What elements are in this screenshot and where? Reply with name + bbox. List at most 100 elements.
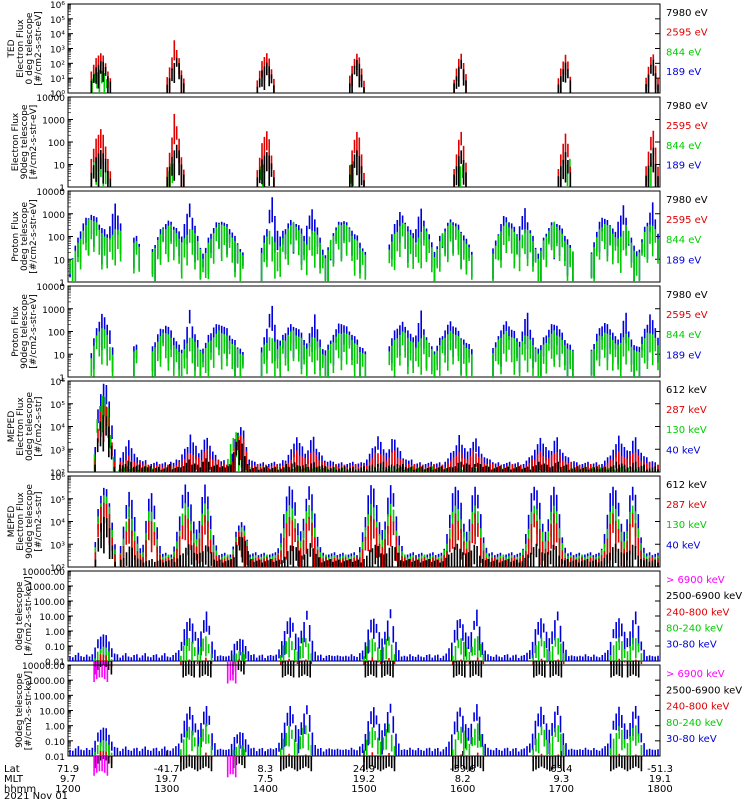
- series-80-240-kev: [94, 636, 643, 661]
- y-tick-label: 0.10: [45, 738, 65, 748]
- series-spikes: [90, 57, 659, 93]
- legend-entry: 240-800 keV: [666, 702, 730, 713]
- y-axis-label: [#/cm2-s-str-keV]: [24, 576, 34, 655]
- y-axis-label: Electron Flux: [11, 112, 21, 171]
- legend-entry: 287 keV: [666, 500, 707, 511]
- legend-entry: 40 keV: [666, 445, 700, 456]
- y-tick-label: 10000: [36, 94, 65, 104]
- y-axis-label: 0deg telescope: [25, 392, 35, 462]
- series-612-kev: [94, 415, 659, 472]
- series-spikes: [94, 415, 659, 472]
- series-612-kev: [94, 517, 659, 567]
- series-spikes: [69, 609, 659, 661]
- legend-entry: > 6900 keV: [666, 669, 725, 680]
- x-tick-lat: 71.9: [57, 764, 79, 775]
- x-tick-hhmm: 1200: [55, 784, 80, 795]
- legend-entry: 844 eV: [666, 235, 701, 246]
- y-tick-label: 100.00: [34, 692, 66, 702]
- panel-4: 1 10 100 1000 10000 Proton Flux 90deg telescop…: [11, 283, 708, 384]
- y-tick-label: 10¹: [50, 75, 65, 85]
- y-tick-label: 10⁵: [50, 16, 65, 26]
- legend-entry: 2595 eV: [666, 121, 708, 132]
- y-tick-label: 10⁵: [50, 496, 65, 506]
- legend-entry: 130 keV: [666, 425, 707, 436]
- y-tick-label: 1000.00: [28, 583, 65, 593]
- y-tick-label: 10³: [50, 541, 65, 551]
- x-row-label-hhmm: hhmm: [4, 784, 36, 795]
- legend-entry: 189 eV: [666, 67, 701, 78]
- x-tick-hhmm: 1700: [549, 784, 574, 795]
- panel-7: 0.01 0.10 1.00 10.00 100.00 1000.00 10000.00 0d…: [15, 568, 742, 684]
- y-axis-label: Electron Flux: [16, 492, 26, 551]
- series-80-240-kev: [94, 723, 643, 756]
- x-tick-lat: -51.3: [647, 764, 673, 775]
- series-spikes: [90, 328, 659, 377]
- y-tick-label: 10⁴: [50, 519, 65, 529]
- y-tick-label: 10000.00: [22, 662, 65, 672]
- y-axis-label: [#/cm2-s-str-eV]: [29, 105, 39, 180]
- y-axis-label: 90deg telescope: [15, 673, 25, 748]
- y-tick-label: 0.01: [45, 658, 65, 668]
- legend: > 6900 keV 2500-6900 keV 240-800 keV 80-240…: [666, 575, 742, 651]
- y-axis-label: [#/cm2-s-str-eV]: [29, 294, 39, 369]
- series-spikes: [94, 636, 643, 661]
- legend-entry: 844 eV: [666, 330, 701, 341]
- series-spikes: [93, 756, 237, 778]
- legend-entry: 2595 eV: [666, 310, 708, 321]
- y-tick-label: 1: [59, 374, 65, 384]
- y-tick-label: 100.00: [34, 598, 66, 608]
- y-tick-label: 0.10: [45, 643, 65, 653]
- y-tick-label: 10⁰: [50, 90, 65, 100]
- series-7980-ev: [90, 144, 659, 187]
- y-tick-label: 10.00: [39, 613, 65, 623]
- legend-entry: 2595 eV: [666, 215, 708, 226]
- y-tick-label: 10: [54, 351, 66, 361]
- y-tick-label: 10000: [36, 188, 65, 198]
- legend-entry: 2500-6900 keV: [666, 685, 742, 696]
- x-tick-mlt: 8.2: [455, 774, 471, 785]
- y-tick-label: 100: [48, 329, 65, 339]
- x-tick-mlt: 7.5: [257, 774, 273, 785]
- legend: 7980 eV 2595 eV 844 eV 189 eV: [666, 101, 708, 172]
- y-tick-label: 10³: [50, 446, 65, 456]
- x-tick-mlt: 19.7: [156, 774, 178, 785]
- series-spikes: [94, 517, 659, 567]
- y-tick-label: 10⁶: [50, 378, 65, 388]
- y-axis-label: Proton Flux: [11, 211, 21, 262]
- y-tick-label: 10²: [50, 469, 65, 479]
- legend-entry: 80-240 keV: [666, 718, 723, 729]
- legend-entry: 612 keV: [666, 385, 707, 396]
- legend: 7980 eV 2595 eV 844 eV 189 eV: [666, 195, 708, 266]
- y-tick-label: 10⁴: [50, 31, 65, 41]
- legend-entry: 189 eV: [666, 350, 701, 361]
- x-tick-hhmm: 1600: [450, 784, 475, 795]
- y-axis-label: [#/cm2-s-str]: [34, 396, 44, 456]
- y-axis-label: TED: [7, 39, 17, 58]
- y-axis-label: [#/cm2-s-str]: [34, 491, 44, 551]
- legend-entry: 7980 eV: [666, 101, 708, 112]
- y-axis-label: 90deg telescope: [25, 484, 35, 559]
- y-tick-label: 1000: [42, 117, 65, 127]
- y-tick-label: 10: [54, 256, 66, 266]
- series-spikes: [94, 756, 643, 772]
- y-axis-label: 90deg telescope: [20, 104, 30, 179]
- panel-8: 0.01 0.10 1.00 10.00 100.00 1000.00 10000.0090…: [15, 662, 742, 778]
- legend: > 6900 keV 2500-6900 keV 240-800 keV 80-240…: [666, 669, 742, 745]
- legend-entry: 189 eV: [666, 161, 701, 172]
- legend: 612 keV 287 keV 130 keV 40 keV: [666, 385, 707, 456]
- series-844-ev: [69, 219, 659, 282]
- panel-2: 1 10 100 1000 10000 Electron Flux 90deg telesc…: [11, 94, 708, 194]
- x-tick-hhmm: 1800: [647, 784, 672, 795]
- x-row-label-mlt: MLT: [4, 774, 24, 785]
- legend-entry: 189 eV: [666, 255, 701, 266]
- series-2500-6900-kev: [94, 756, 643, 772]
- y-tick-label: 0.01: [45, 753, 65, 763]
- y-axis-label: [#/cm2-s-str-eV]: [34, 11, 44, 86]
- legend-entry: 2500-6900 keV: [666, 591, 742, 602]
- panel-6: 10² 10³ 10⁴ 10⁵ 10⁶ MEPED Electron Flux 90deg t…: [7, 473, 707, 574]
- legend-entry: 844 eV: [666, 47, 701, 58]
- y-tick-label: 1.00: [45, 628, 65, 638]
